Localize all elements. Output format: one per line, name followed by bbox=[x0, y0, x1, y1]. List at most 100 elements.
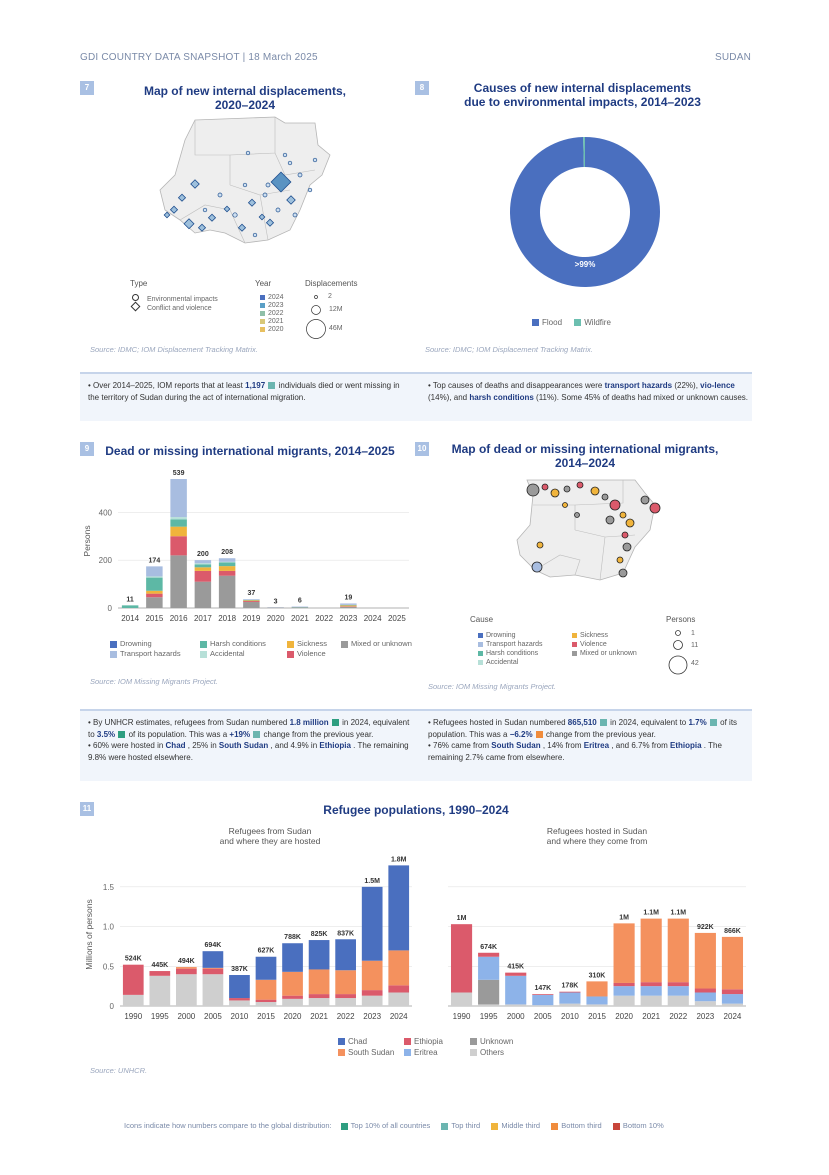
box2-r1-b1: 865,510 bbox=[567, 718, 597, 727]
bar-total-label: 1.1M bbox=[670, 910, 686, 917]
x-tick-label: 2023 bbox=[339, 614, 357, 623]
box2-l2-b2: South Sudan bbox=[218, 741, 269, 750]
x-tick-label: 2022 bbox=[669, 1012, 687, 1021]
bar-segment bbox=[640, 982, 662, 987]
x-tick-label: 2023 bbox=[363, 1012, 381, 1021]
bar-segment bbox=[694, 1001, 716, 1006]
box2-l2-b1: Chad bbox=[165, 741, 186, 750]
box2-r2-b3: Ethiopia bbox=[670, 741, 702, 750]
bar-total-label: 1.5M bbox=[364, 878, 380, 885]
bar-segment bbox=[202, 968, 224, 975]
map-legend-transport: Transport hazards bbox=[486, 641, 543, 648]
bar-segment bbox=[202, 951, 224, 968]
box2-r1-pre: Refugees hosted in Sudan numbered bbox=[433, 718, 568, 727]
bar-segment bbox=[149, 975, 171, 1006]
box1-right: • Top causes of deaths and disappearance… bbox=[428, 381, 749, 402]
persons-11: 11 bbox=[691, 642, 699, 649]
box2-r1-b3: −6.2% bbox=[509, 729, 533, 739]
migrants-map bbox=[516, 479, 661, 581]
refugees-from-sudan-chart: 0 0.5 1.0 1.5 524K 1990 445K 1995 494K 2000 694K 20… bbox=[84, 856, 412, 1021]
bar-total-label: 788K bbox=[284, 934, 301, 941]
sec10-title-line1: Map of dead or missing international mig… bbox=[451, 442, 719, 456]
bar-segment bbox=[450, 992, 473, 1006]
bar-segment bbox=[218, 558, 236, 562]
bar-segment bbox=[146, 566, 163, 577]
bar-segment bbox=[308, 998, 330, 1006]
footer-legend: Icons indicate how numbers compare to th… bbox=[124, 1121, 664, 1130]
sec11-legend: Chad Ethiopia Unknown South Sudan Eritrea Ot… bbox=[338, 1036, 513, 1058]
legend-others: Others bbox=[480, 1048, 505, 1057]
box2-l1-b1: 1.8 million bbox=[289, 718, 329, 727]
bar-segment bbox=[194, 564, 212, 568]
sec10-persons-title: Persons bbox=[666, 615, 696, 624]
migrant-markers bbox=[526, 481, 661, 578]
swatch-transport-map bbox=[478, 641, 483, 647]
donut-slice-wildfire bbox=[583, 137, 585, 168]
y-tick-label: 200 bbox=[99, 556, 113, 565]
bar-segment bbox=[243, 599, 260, 600]
bar-segment bbox=[146, 593, 163, 598]
diamond-icon bbox=[130, 301, 141, 312]
bar-total-label: 674K bbox=[480, 944, 497, 951]
bar-segment bbox=[218, 562, 236, 567]
box1-right-bold1: transport hazards bbox=[604, 381, 673, 390]
bar-segment bbox=[505, 972, 527, 976]
disp-46m: 46M bbox=[329, 325, 343, 332]
legend-ethiopia: Ethiopia bbox=[414, 1037, 443, 1046]
bar-segment bbox=[388, 985, 410, 993]
header-right: SUDAN bbox=[714, 52, 751, 63]
x-tick-label: 2020 bbox=[615, 1012, 633, 1021]
x-tick-label: 2000 bbox=[507, 1012, 525, 1021]
sec8-title-line1: Causes of new internal displacements bbox=[473, 81, 692, 95]
box1-right-text: Top causes of deaths and disappearances … bbox=[432, 381, 605, 390]
legend-accidental: Accidental bbox=[210, 649, 245, 658]
x-tick-label: 2023 bbox=[696, 1012, 714, 1021]
bar-total-label: 208 bbox=[221, 549, 233, 556]
bar-segment bbox=[243, 601, 260, 603]
bar-segment bbox=[121, 605, 139, 608]
year-2024: 2024 bbox=[268, 294, 284, 301]
x-tick-label: 2015 bbox=[257, 1012, 275, 1021]
sec7-year-legend: 2024 2023 2022 2021 2020 bbox=[260, 294, 284, 334]
bar-segment bbox=[255, 1002, 277, 1006]
bar-segment bbox=[149, 971, 171, 976]
box2-r1-m2: of its population. This was a bbox=[428, 718, 738, 739]
x-tick-label: 2020 bbox=[284, 1012, 302, 1021]
bar-segment bbox=[532, 1005, 554, 1006]
legend-unknown: Unknown bbox=[480, 1037, 514, 1046]
legend-conflict: Conflict and violence bbox=[147, 305, 212, 312]
x-tick-label: 2021 bbox=[642, 1012, 660, 1021]
bar-segment bbox=[308, 940, 330, 970]
bar-total-label: 387K bbox=[231, 966, 248, 973]
box2-l1-post: change from the previous year. bbox=[261, 729, 374, 739]
box2-l2-m1: , 25% in bbox=[185, 741, 219, 750]
sec9-legend: Drowning Harsh conditions Sickness Mixed or… bbox=[110, 639, 430, 659]
box2-l2-post: . The remaining 9.8% were hosted elsewhe… bbox=[88, 741, 409, 762]
bar-segment bbox=[229, 1000, 250, 1006]
displacement-map bbox=[159, 116, 331, 244]
bar-segment bbox=[694, 992, 716, 1002]
bottom-third-icon bbox=[551, 1122, 559, 1130]
bar-segment bbox=[335, 998, 356, 1006]
sec7-title: Map of new internal displacements, 2020–… bbox=[120, 84, 370, 112]
legend-chad: Chad bbox=[348, 1037, 368, 1046]
bar-segment bbox=[335, 970, 356, 995]
x-tick-label: 2014 bbox=[121, 614, 139, 623]
top-10-icon bbox=[331, 719, 339, 727]
sec10-title: Map of dead or missing international mig… bbox=[450, 442, 720, 470]
box2-r1-b2: 1.7% bbox=[688, 718, 707, 727]
section-number-11: 11 bbox=[80, 802, 94, 816]
footer-prefix: Icons indicate how numbers compare to th… bbox=[124, 1121, 332, 1130]
swatch-2021 bbox=[260, 318, 265, 324]
swatch-mixed bbox=[341, 640, 348, 648]
legend-environmental: Environmental impacts bbox=[147, 296, 218, 303]
box1-right-bold3: harsh conditions bbox=[469, 392, 534, 402]
bar-total-label: 310K bbox=[589, 972, 606, 979]
bar-segment bbox=[291, 607, 309, 608]
x-tick-label: 2021 bbox=[291, 614, 309, 623]
bar-segment bbox=[613, 995, 635, 1006]
box2-l1-b3: +19% bbox=[229, 729, 251, 739]
migration-summary-box: • Over 2014–2025, IOM reports that at le… bbox=[80, 372, 752, 421]
x-tick-label: 2005 bbox=[534, 1012, 552, 1021]
bar-segment bbox=[255, 999, 277, 1003]
